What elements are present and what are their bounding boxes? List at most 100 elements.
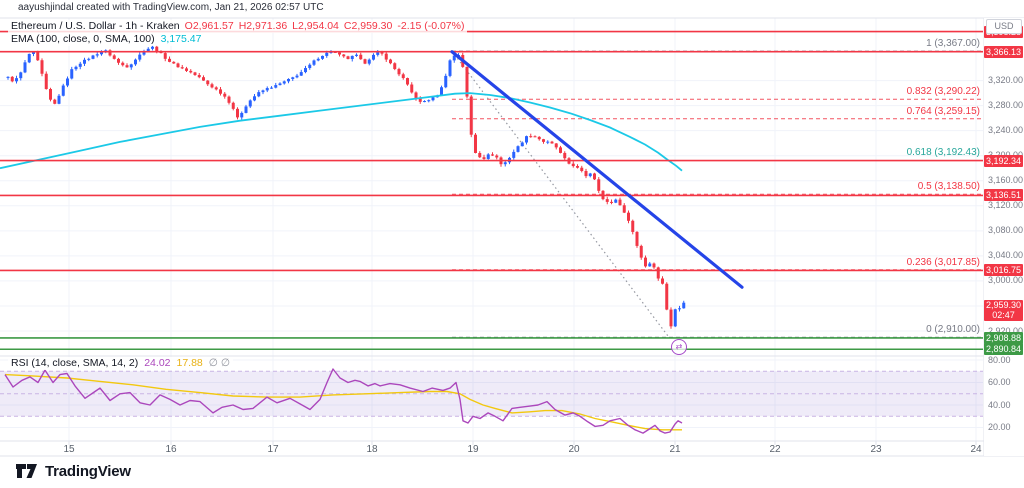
candle-body bbox=[227, 96, 231, 103]
candle-body bbox=[610, 201, 613, 203]
candle-body bbox=[631, 220, 635, 232]
candle-body bbox=[537, 136, 541, 140]
currency-button[interactable]: USD bbox=[986, 19, 1022, 34]
rsi-tick-label: 80.00 bbox=[988, 354, 1011, 365]
candle-body bbox=[142, 51, 146, 55]
candle-body bbox=[414, 92, 418, 99]
price-tick-label: 3,040.00 bbox=[988, 250, 1024, 261]
candle-body bbox=[57, 95, 61, 104]
candle-body bbox=[83, 59, 86, 64]
time-axis-label: 18 bbox=[366, 444, 378, 455]
candle-body bbox=[312, 60, 316, 65]
candle-body bbox=[350, 55, 354, 60]
attribution-text: aayushjindal created with TradingView.co… bbox=[18, 2, 324, 13]
tradingview-logo-text: TradingView bbox=[45, 462, 131, 480]
candle-body bbox=[261, 90, 265, 93]
candle-body bbox=[176, 63, 180, 68]
ohlc-open: O2,961.57 bbox=[184, 20, 234, 32]
candle-body bbox=[240, 112, 244, 118]
candle-body bbox=[265, 88, 269, 91]
candle-body bbox=[87, 58, 91, 60]
candle-body bbox=[597, 179, 601, 191]
time-axis-label: 20 bbox=[568, 444, 580, 455]
price-change: -2.15 (-0.07%) bbox=[397, 20, 465, 32]
price-tick-label: 2,920.00 bbox=[988, 325, 1024, 336]
price-axis[interactable]: 3,320.003,280.003,240.003,200.003,160.00… bbox=[984, 18, 1024, 456]
candle-body bbox=[129, 64, 133, 68]
ohlc-high: H2,971.36 bbox=[238, 20, 288, 32]
candle-body bbox=[44, 73, 48, 90]
candle-body bbox=[214, 87, 218, 90]
candle-body bbox=[516, 146, 520, 152]
fib-level-label: 1 (3,367.00) bbox=[926, 38, 980, 50]
candle-body bbox=[495, 155, 499, 158]
candle-body bbox=[146, 48, 150, 52]
candle-body bbox=[682, 302, 686, 309]
time-axis-label: 21 bbox=[669, 444, 681, 455]
candle-body bbox=[78, 63, 82, 67]
candle-body bbox=[15, 78, 18, 82]
candle-body bbox=[210, 84, 214, 88]
candle-body bbox=[223, 93, 227, 97]
resistance-price-label: 3,136.51 bbox=[984, 189, 1023, 202]
price-tick-label: 3,240.00 bbox=[988, 125, 1024, 136]
candle-body bbox=[529, 136, 533, 138]
support-price-label: 2,908.88 bbox=[984, 331, 1023, 344]
candle-body bbox=[206, 80, 210, 85]
fib-level-label: 0.618 (3,192.43) bbox=[906, 147, 980, 159]
candle-body bbox=[70, 69, 74, 79]
candle-body bbox=[448, 60, 452, 76]
candle-body bbox=[295, 75, 299, 78]
fib-trend-dotted-line bbox=[451, 50, 669, 337]
candle-body bbox=[520, 142, 524, 147]
candle-body bbox=[673, 309, 677, 327]
candle-body bbox=[125, 65, 129, 68]
rsi-legend[interactable]: RSI (14, close, SMA, 14, 2) 24.02 17.88 ∅ ∅ bbox=[8, 357, 233, 370]
fib-level-label: 0 (2,910.00) bbox=[926, 324, 980, 336]
candle-body bbox=[418, 98, 422, 102]
candle-body bbox=[346, 56, 350, 60]
candle-body bbox=[393, 63, 397, 70]
candle-body bbox=[253, 96, 256, 101]
candle-body bbox=[248, 100, 252, 107]
candle-body bbox=[580, 167, 584, 171]
candle-body bbox=[478, 152, 482, 158]
candle-body bbox=[427, 100, 431, 102]
candle-body bbox=[440, 87, 443, 96]
tradingview-logo[interactable]: TradingView bbox=[16, 461, 131, 481]
candle-body bbox=[193, 72, 197, 76]
candle-body bbox=[189, 70, 193, 73]
fib-level-label: 0.832 (3,290.22) bbox=[906, 86, 980, 98]
candle-body bbox=[134, 59, 137, 65]
candle-body bbox=[308, 64, 312, 69]
time-axis-label: 17 bbox=[267, 444, 279, 455]
symbol-legend[interactable]: Ethereum / U.S. Dollar - 1h - Kraken O2,9… bbox=[8, 20, 468, 33]
fib-anchor-icon[interactable]: ⇄ bbox=[671, 339, 687, 355]
candle-body bbox=[338, 52, 341, 55]
candle-body bbox=[563, 152, 567, 159]
ema-legend[interactable]: EMA (100, close, 0, SMA, 100) 3,175.47 bbox=[8, 33, 205, 46]
resistance-price-label: 3,366.13 bbox=[984, 45, 1023, 58]
time-axis-label: 19 bbox=[467, 444, 479, 455]
candle-body bbox=[19, 72, 23, 79]
candle-body bbox=[325, 52, 329, 56]
candle-body bbox=[546, 141, 550, 143]
resistance-price-label: 3,192.34 bbox=[984, 154, 1023, 167]
candle-body bbox=[618, 199, 622, 206]
candle-body bbox=[236, 108, 239, 118]
candle-body bbox=[321, 55, 324, 59]
candle-body bbox=[652, 263, 656, 268]
candle-body bbox=[401, 74, 405, 79]
rsi-tick-label: 60.00 bbox=[988, 377, 1011, 387]
candle-body bbox=[397, 69, 401, 75]
candle-body bbox=[363, 59, 367, 64]
descending-trendline bbox=[450, 50, 744, 289]
candle-body bbox=[669, 309, 673, 327]
candle-body bbox=[155, 46, 159, 52]
candle-body bbox=[355, 54, 358, 56]
candle-body bbox=[482, 157, 486, 159]
time-axis-label: 15 bbox=[63, 444, 75, 455]
candle-body bbox=[32, 52, 35, 54]
